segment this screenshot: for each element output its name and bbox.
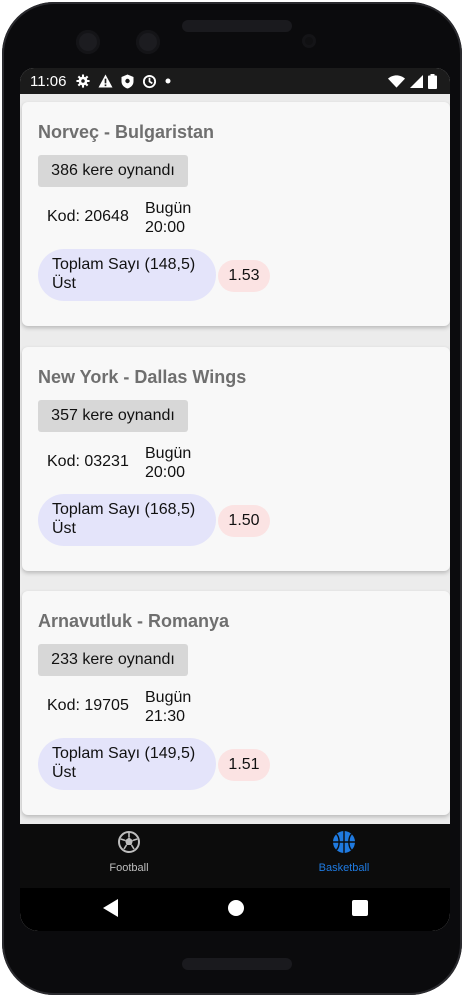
match-hour-label: 20:00: [145, 219, 186, 236]
match-title: New York - Dallas Wings: [38, 367, 247, 387]
dot-icon: [165, 78, 171, 84]
match-card[interactable]: New York - Dallas Wings 357 kere oynandı…: [22, 347, 450, 571]
status-bar: 11:06: [20, 68, 450, 94]
nav-tab-label: Basketball: [318, 862, 370, 874]
match-title: Norveç - Bulgaristan: [38, 122, 215, 142]
bet-option-chip[interactable]: Toplam Sayı (168,5) Üst: [38, 494, 216, 546]
match-day-label: Bugün: [145, 200, 192, 217]
basketball-icon: [333, 831, 355, 853]
front-sensor: [136, 30, 160, 54]
home-icon[interactable]: [227, 898, 245, 918]
front-camera: [76, 30, 100, 54]
wifi-icon: [388, 74, 405, 88]
match-time: Bugün 21:30: [145, 688, 191, 726]
bet-option-chip[interactable]: Toplam Sayı (148,5) Üst: [38, 249, 216, 301]
odd-badge[interactable]: 1.53: [218, 260, 270, 292]
status-time: 11:06: [30, 72, 67, 90]
recents-icon[interactable]: [351, 898, 369, 918]
match-code: Kod: 20648: [47, 208, 129, 225]
odd-badge[interactable]: 1.50: [218, 505, 270, 537]
bottom-speaker: [182, 958, 292, 970]
played-count-badge: 233 kere oynandı: [38, 644, 188, 676]
bet-market-label: Toplam Sayı (148,5): [52, 256, 196, 273]
gear-icon: [76, 74, 90, 88]
bet-selection-label: Üst: [52, 275, 76, 292]
signal-icon: [410, 74, 423, 88]
battery-icon: [428, 73, 437, 89]
odd-badge[interactable]: 1.51: [218, 749, 270, 781]
match-time: Bugün 20:00: [145, 199, 191, 237]
bet-option-chip[interactable]: Toplam Sayı (149,5) Üst: [38, 738, 216, 790]
match-card[interactable]: Arnavutluk - Romanya 233 kere oynandı Ko…: [22, 591, 450, 815]
back-icon[interactable]: [102, 898, 120, 918]
screen: 11:06: [20, 68, 450, 931]
match-hour-label: 21:30: [145, 708, 186, 725]
data-saver-icon: [142, 74, 157, 89]
earpiece-speaker: [182, 20, 292, 32]
match-code: Kod: 19705: [47, 697, 129, 714]
bottom-navigation: Football Basketball: [20, 824, 450, 888]
bet-selection-label: Üst: [52, 520, 76, 537]
nav-tab-basketball[interactable]: Basketball: [284, 830, 404, 874]
shield-icon: [121, 74, 134, 89]
match-list[interactable]: Norveç - Bulgaristan 386 kere oynandı Ko…: [20, 94, 450, 824]
nav-tab-label: Football: [109, 862, 149, 874]
proximity-sensor: [302, 34, 316, 48]
match-time: Bugün 20:00: [145, 444, 191, 482]
bet-selection-label: Üst: [52, 764, 76, 781]
match-hour-label: 20:00: [145, 464, 186, 481]
match-day-label: Bugün: [145, 689, 192, 706]
played-count-badge: 386 kere oynandı: [38, 155, 188, 187]
soccer-ball-icon: [118, 831, 140, 853]
bet-market-label: Toplam Sayı (149,5): [52, 745, 196, 762]
match-title: Arnavutluk - Romanya: [38, 611, 230, 631]
match-code: Kod: 03231: [47, 453, 129, 470]
system-navigation-bar: [20, 888, 450, 931]
bet-market-label: Toplam Sayı (168,5): [52, 501, 196, 518]
warning-icon: [98, 74, 113, 88]
played-count-badge: 357 kere oynandı: [38, 400, 188, 432]
nav-tab-football[interactable]: Football: [69, 830, 189, 874]
match-card[interactable]: Norveç - Bulgaristan 386 kere oynandı Ko…: [22, 102, 450, 326]
match-day-label: Bugün: [145, 445, 192, 462]
